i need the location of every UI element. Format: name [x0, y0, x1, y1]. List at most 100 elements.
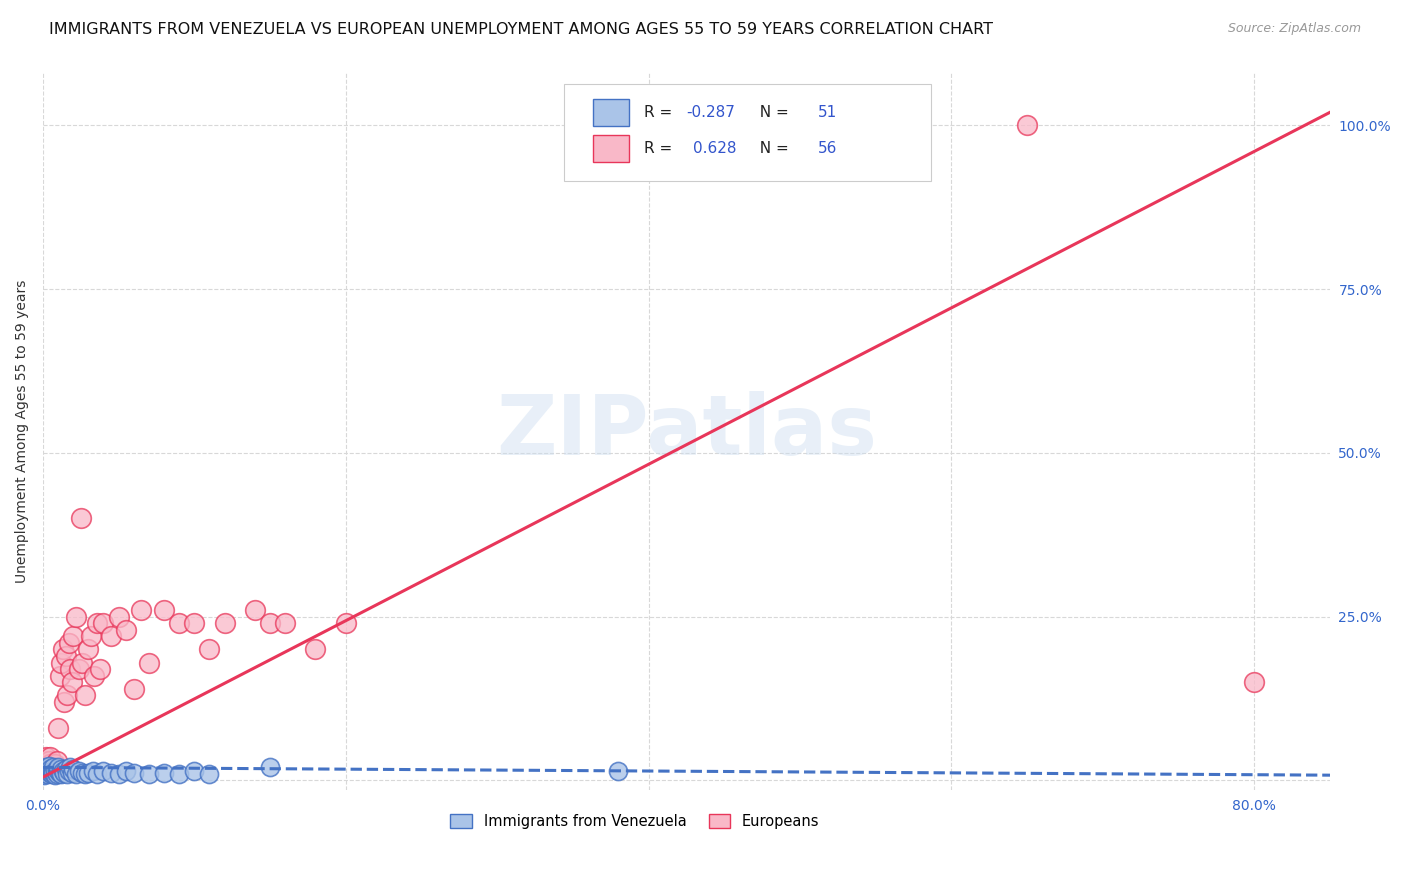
Text: R =: R =	[644, 141, 682, 156]
Point	[93, 616, 115, 631]
Point	[37, 767, 59, 781]
Text: 0.628: 0.628	[693, 141, 737, 156]
Point	[153, 603, 176, 617]
Point	[44, 757, 66, 772]
Point	[72, 765, 94, 780]
Point	[49, 656, 72, 670]
Point	[45, 767, 67, 781]
Text: IMMIGRANTS FROM VENEZUELA VS EUROPEAN UNEMPLOYMENT AMONG AGES 55 TO 59 YEARS COR: IMMIGRANTS FROM VENEZUELA VS EUROPEAN UN…	[49, 22, 993, 37]
Point	[1017, 119, 1039, 133]
Point	[122, 681, 145, 696]
Y-axis label: Unemployment Among Ages 55 to 59 years: Unemployment Among Ages 55 to 59 years	[15, 280, 30, 583]
Point	[93, 764, 115, 778]
Point	[49, 767, 72, 781]
Point	[46, 764, 69, 778]
Point	[80, 629, 103, 643]
Point	[607, 764, 630, 778]
Point	[53, 765, 76, 780]
Text: 51: 51	[818, 105, 837, 120]
Point	[32, 767, 55, 781]
Point	[38, 764, 60, 778]
Point	[198, 642, 221, 657]
Point	[122, 765, 145, 780]
Point	[39, 757, 62, 772]
Point	[37, 757, 59, 772]
Point	[89, 662, 111, 676]
Point	[41, 767, 63, 781]
Point	[72, 656, 94, 670]
Point	[56, 767, 79, 781]
Point	[41, 764, 63, 778]
Point	[35, 765, 58, 780]
Point	[167, 616, 190, 631]
Point	[45, 754, 67, 768]
Point	[335, 616, 357, 631]
Point	[52, 764, 75, 778]
Point	[39, 762, 62, 776]
Point	[48, 765, 70, 780]
Text: 56: 56	[818, 141, 837, 156]
Point	[34, 764, 56, 778]
Point	[274, 616, 297, 631]
Point	[115, 623, 138, 637]
Point	[55, 648, 77, 663]
Point	[86, 767, 108, 781]
Point	[100, 629, 122, 643]
Point	[39, 750, 62, 764]
Point	[42, 760, 65, 774]
Point	[167, 767, 190, 781]
Point	[65, 767, 87, 781]
Point	[183, 616, 205, 631]
Point	[58, 764, 80, 778]
Point	[69, 511, 91, 525]
FancyBboxPatch shape	[592, 135, 628, 162]
Point	[83, 668, 105, 682]
Point	[35, 750, 58, 764]
Point	[107, 767, 129, 781]
Point	[100, 765, 122, 780]
Point	[46, 721, 69, 735]
Point	[138, 656, 160, 670]
Point	[77, 642, 100, 657]
Point	[37, 762, 59, 776]
Point	[115, 764, 138, 778]
Text: Source: ZipAtlas.com: Source: ZipAtlas.com	[1227, 22, 1361, 36]
Text: ZIPatlas: ZIPatlas	[496, 391, 877, 472]
Point	[45, 762, 67, 776]
Point	[77, 765, 100, 780]
Point	[46, 760, 69, 774]
Point	[1243, 675, 1265, 690]
Point	[243, 603, 266, 617]
Point	[34, 754, 56, 768]
Point	[138, 767, 160, 781]
Point	[35, 760, 58, 774]
Text: N =: N =	[749, 141, 793, 156]
Point	[183, 764, 205, 778]
Point	[259, 760, 281, 774]
FancyBboxPatch shape	[564, 84, 931, 180]
Point	[60, 675, 83, 690]
Point	[214, 616, 236, 631]
Point	[153, 765, 176, 780]
Point	[62, 629, 84, 643]
Point	[38, 760, 60, 774]
Point	[52, 642, 75, 657]
Point	[37, 764, 59, 778]
Point	[34, 768, 56, 782]
Point	[38, 759, 60, 773]
Point	[53, 695, 76, 709]
Point	[67, 662, 90, 676]
Point	[62, 762, 84, 776]
Point	[304, 642, 326, 657]
Point	[59, 662, 82, 676]
Point	[65, 609, 87, 624]
Point	[849, 119, 872, 133]
Point	[75, 688, 97, 702]
Text: R =: R =	[644, 105, 678, 120]
Text: -0.287: -0.287	[686, 105, 735, 120]
Point	[49, 762, 72, 776]
Point	[38, 754, 60, 768]
Point	[107, 609, 129, 624]
Point	[35, 760, 58, 774]
Legend: Immigrants from Venezuela, Europeans: Immigrants from Venezuela, Europeans	[444, 808, 825, 835]
